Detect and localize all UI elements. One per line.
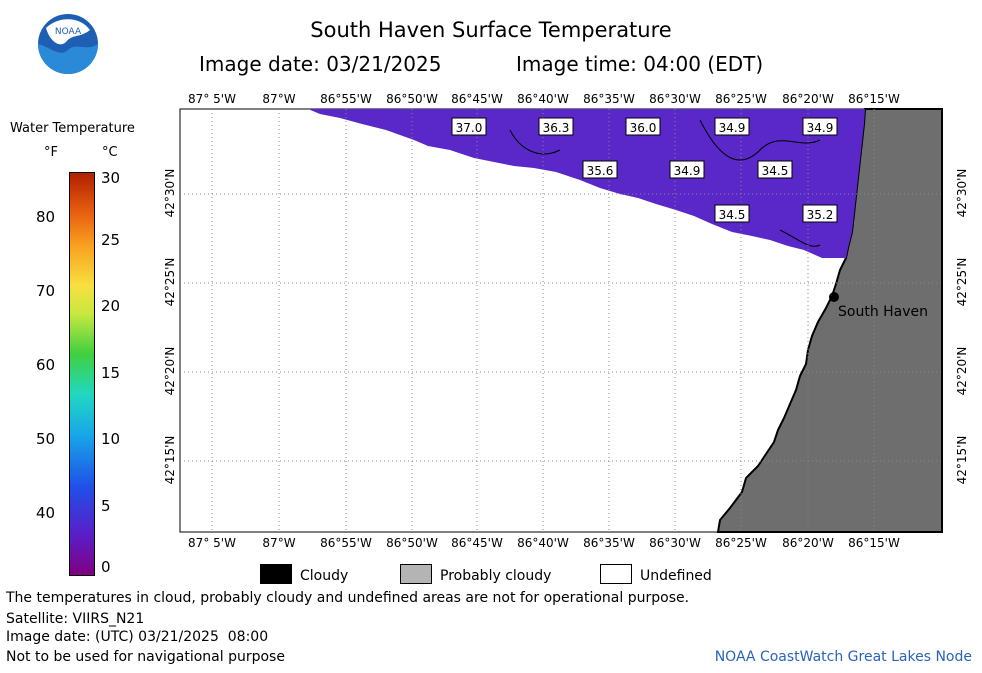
probably-cloudy-label: Probably cloudy bbox=[440, 568, 552, 584]
isotherm bbox=[779, 229, 821, 247]
temperature-label-box bbox=[714, 117, 750, 136]
lon-label: 87°W bbox=[262, 92, 296, 106]
temperature-label: 34.9 bbox=[807, 121, 834, 135]
image-time: Image time: 04:00 (EDT) bbox=[516, 52, 764, 76]
lat-label: 42°15'N bbox=[163, 435, 177, 485]
credit-link[interactable]: NOAA CoastWatch Great Lakes Node bbox=[714, 649, 972, 665]
isotherm bbox=[699, 119, 821, 161]
temperature-label: 37.0 bbox=[456, 121, 483, 135]
lon-label: 86°30'W bbox=[649, 536, 701, 550]
undefined-label: Undefined bbox=[640, 568, 712, 584]
colorbar-tick-c: 30 bbox=[101, 169, 121, 187]
lat-label: 42°20'N bbox=[955, 346, 969, 396]
temperature-label: 36.3 bbox=[543, 121, 570, 135]
probably-cloudy-swatch bbox=[400, 564, 432, 584]
lon-label: 86°40'W bbox=[517, 536, 569, 550]
temperature-label: 35.6 bbox=[587, 164, 614, 178]
lon-label: 86°15'W bbox=[848, 92, 900, 106]
page-title: South Haven Surface Temperature bbox=[310, 18, 672, 42]
temperature-label-box bbox=[802, 204, 838, 223]
temperature-label-box bbox=[757, 160, 793, 179]
temperature-label: 34.9 bbox=[719, 121, 746, 135]
colorbar-tick-f: 40 bbox=[36, 504, 56, 522]
lat-label: 42°15'N bbox=[955, 435, 969, 485]
graticule bbox=[180, 109, 942, 532]
temperature-label-box bbox=[625, 117, 661, 136]
colorbar-unit-f: °F bbox=[44, 145, 58, 160]
city-marker bbox=[829, 292, 839, 302]
temperature-label-box bbox=[714, 204, 750, 223]
temperature-label: 34.5 bbox=[762, 164, 789, 178]
lon-label: 86°50'W bbox=[386, 536, 438, 550]
lon-label: 86°45'W bbox=[451, 92, 503, 106]
colorbar bbox=[69, 172, 95, 576]
temperature-label-box bbox=[582, 160, 618, 179]
lon-label: 86°20'W bbox=[782, 92, 834, 106]
lon-label: 87° 5'W bbox=[188, 92, 236, 106]
lon-label: 86°40'W bbox=[517, 92, 569, 106]
lon-label: 86°25'W bbox=[715, 92, 767, 106]
lon-label: 86°35'W bbox=[583, 536, 635, 550]
image-date: Image date: 03/21/2025 bbox=[199, 52, 442, 76]
utc-date: Image date: (UTC) 03/21/2025 08:00 bbox=[6, 629, 269, 645]
footer-note: The temperatures in cloud, probably clou… bbox=[6, 590, 690, 606]
lat-label: 42°25'N bbox=[955, 257, 969, 307]
colorbar-tick-c: 25 bbox=[101, 231, 121, 249]
colorbar-tick-c: 10 bbox=[101, 430, 121, 448]
colorbar-tick-f: 60 bbox=[36, 356, 56, 374]
undefined-swatch bbox=[600, 564, 632, 584]
cloudy-label: Cloudy bbox=[300, 568, 349, 584]
temperature-labels: 37.0 36.3 36.0 34.9 34.9 35.6 34.9 34.5 34.5 35.2 bbox=[451, 117, 838, 223]
colorbar-tick-f: 80 bbox=[36, 208, 56, 226]
colorbar-tick-c: 5 bbox=[101, 497, 111, 515]
temperature-label-box bbox=[669, 160, 705, 179]
colorbar-unit-c: °C bbox=[102, 145, 118, 160]
temperature-label-box bbox=[538, 117, 574, 136]
temperature-label-box bbox=[451, 117, 487, 136]
temperature-label: 34.9 bbox=[674, 164, 701, 178]
temperature-label: 34.5 bbox=[719, 208, 746, 222]
lon-label: 86°20'W bbox=[782, 536, 834, 550]
noaa-logo: NOAA bbox=[36, 12, 100, 76]
colorbar-title: Water Temperature bbox=[10, 121, 135, 136]
lon-label: 87°W bbox=[262, 536, 296, 550]
lon-label: 86°45'W bbox=[451, 536, 503, 550]
lat-label: 42°20'N bbox=[163, 346, 177, 396]
city-label: South Haven bbox=[838, 304, 928, 320]
lon-label: 86°30'W bbox=[649, 92, 701, 106]
colorbar-tick-c: 20 bbox=[101, 297, 121, 315]
temperature-label: 36.0 bbox=[630, 121, 657, 135]
lon-label: 86°25'W bbox=[715, 536, 767, 550]
colorbar-tick-f: 50 bbox=[36, 430, 56, 448]
lon-label: 86°55'W bbox=[320, 536, 372, 550]
satellite-info: Satellite: VIIRS_N21 bbox=[6, 611, 145, 627]
colorbar-tick-f: 70 bbox=[36, 282, 56, 300]
lon-label: 87° 5'W bbox=[188, 536, 236, 550]
lat-label: 42°25'N bbox=[163, 257, 177, 307]
map: 37.0 36.3 36.0 34.9 34.9 35.6 34.9 34.5 34.5 35.2… bbox=[179, 108, 943, 533]
temperature-label: 35.2 bbox=[807, 208, 834, 222]
temperature-label-box bbox=[802, 117, 838, 136]
lon-label: 86°50'W bbox=[386, 92, 438, 106]
colorbar-tick-c: 15 bbox=[101, 364, 121, 382]
nav-disclaimer: Not to be used for navigational purpose bbox=[6, 649, 285, 665]
lon-label: 86°55'W bbox=[320, 92, 372, 106]
cloudy-swatch bbox=[260, 564, 292, 584]
lat-label: 42°30'N bbox=[163, 168, 177, 218]
isotherm bbox=[509, 129, 561, 155]
lon-label: 86°15'W bbox=[848, 536, 900, 550]
lon-label: 86°35'W bbox=[583, 92, 635, 106]
lat-label: 42°30'N bbox=[955, 168, 969, 218]
colorbar-tick-c: 0 bbox=[101, 558, 111, 576]
svg-text:NOAA: NOAA bbox=[55, 27, 82, 37]
